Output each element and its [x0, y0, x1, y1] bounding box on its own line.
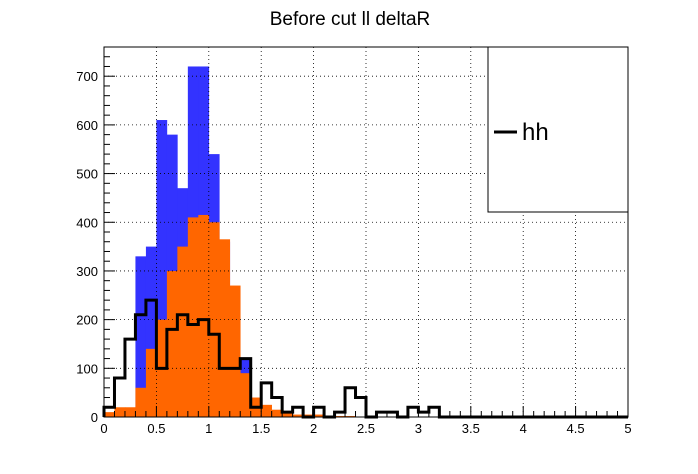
bar-s1-bin-6 — [166, 270, 178, 417]
x-tick-label-8: 4 — [520, 421, 527, 436]
y-tick-label-5: 500 — [76, 167, 98, 182]
x-tick-label-6: 3 — [415, 421, 422, 436]
x-tick-label-0: 0 — [100, 421, 107, 436]
legend-box — [487, 46, 629, 213]
y-tick-label-1: 100 — [76, 361, 98, 376]
bar-s1-bin-18 — [292, 414, 304, 417]
bar-s0-bin-4 — [145, 246, 157, 417]
y-tick-label-2: 200 — [76, 313, 98, 328]
x-tick-label-3: 1.5 — [252, 421, 270, 436]
bar-s1-bin-11 — [219, 239, 231, 417]
y-tick-label-6: 600 — [76, 118, 98, 133]
bar-s1-bin-15 — [261, 404, 272, 417]
bar-s1-bin-3 — [135, 387, 147, 417]
bar-s1-bin-10 — [208, 222, 220, 417]
bar-s1-bin-20 — [313, 414, 325, 417]
bar-s1-bin-12 — [229, 285, 241, 417]
axis-layer: 0 0.5 1 1.5 2 2.5 3 3.5 4 4.5 5 0 100 200 300 400 500 600… — [76, 46, 632, 436]
x-tick-label-7: 3.5 — [462, 421, 480, 436]
legend: hh — [487, 46, 629, 213]
legend-label-hh: hh — [522, 119, 549, 146]
bar-s1-bin-7 — [177, 246, 189, 417]
bar-s0-bin-3 — [135, 256, 147, 417]
x-tick-label-2: 1 — [205, 421, 212, 436]
bar-s1-bin-4 — [145, 348, 157, 417]
bar-s1-bin-0 — [104, 412, 115, 417]
y-tick-label-4: 400 — [76, 215, 98, 230]
bar-s1-bin-16 — [271, 409, 283, 417]
y-tick-label-7: 700 — [76, 69, 98, 84]
bar-s1-bin-13 — [240, 373, 252, 417]
bar-s1-bin-8 — [187, 217, 199, 417]
x-tick-label-1: 0.5 — [147, 421, 165, 436]
y-tick-label-0: 0 — [91, 410, 98, 425]
bars-layer — [104, 66, 367, 418]
x-tick-label-5: 2.5 — [357, 421, 375, 436]
bar-s1-bin-17 — [282, 412, 293, 417]
chart-title: Before cut ll deltaR — [270, 9, 431, 30]
x-tick-label-10: 5 — [624, 421, 631, 436]
bar-s1-bin-2 — [124, 407, 136, 417]
x-tick-label-4: 2 — [310, 421, 317, 436]
bar-s0-bin-5 — [156, 120, 168, 418]
x-tick-label-9: 4.5 — [567, 421, 585, 436]
bar-s1-bin-1 — [114, 407, 126, 417]
y-tick-label-3: 300 — [76, 264, 98, 279]
bar-s1-bin-9 — [198, 214, 210, 417]
